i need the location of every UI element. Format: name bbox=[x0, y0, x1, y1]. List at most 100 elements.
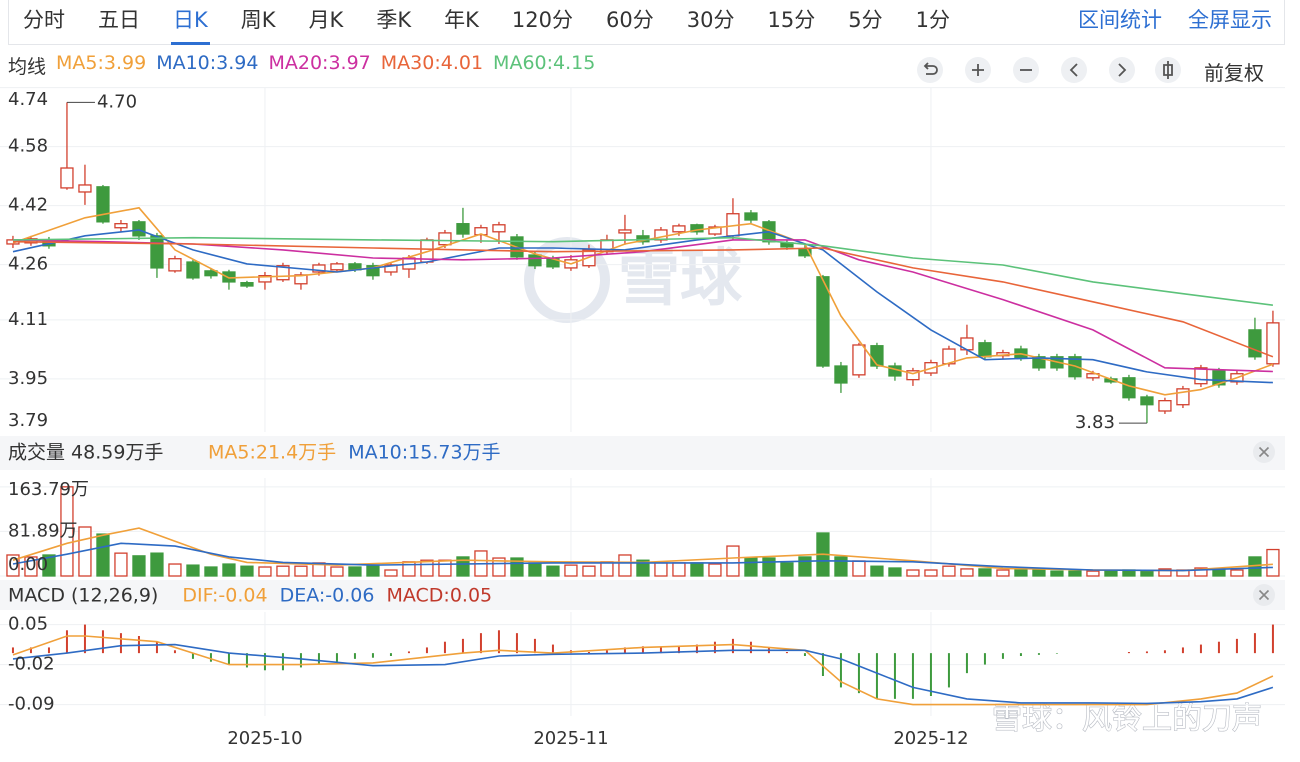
candle-body bbox=[1266, 322, 1280, 365]
y-tick-label: 81.89万 bbox=[8, 520, 78, 541]
candle-body bbox=[330, 263, 344, 271]
y-tick-label: 4.11 bbox=[8, 309, 48, 330]
candle-body bbox=[492, 224, 506, 233]
x-tick-label: 2025-12 bbox=[893, 728, 968, 749]
volume-title: 成交量 48.59万手 bbox=[8, 442, 163, 464]
volume-bar bbox=[762, 557, 776, 577]
period-tab[interactable]: 1分 bbox=[915, 7, 950, 32]
period-tab[interactable]: 5分 bbox=[848, 7, 883, 32]
candle-body bbox=[96, 186, 110, 223]
volume-bar bbox=[330, 566, 344, 577]
volume-bar bbox=[528, 562, 542, 577]
macd-legend: DIF:-0.04 bbox=[182, 585, 267, 607]
volume-bar bbox=[456, 556, 470, 577]
left-button[interactable] bbox=[1061, 57, 1087, 83]
period-tab[interactable]: 季K bbox=[376, 7, 412, 32]
candle-body bbox=[78, 184, 92, 193]
candle-body bbox=[1248, 329, 1262, 358]
period-tab[interactable]: 日K bbox=[171, 0, 210, 45]
volume-bar bbox=[240, 565, 254, 577]
right-button[interactable] bbox=[1109, 57, 1135, 83]
candle-body bbox=[240, 282, 254, 287]
series-line bbox=[12, 236, 1274, 306]
volume-bar bbox=[438, 559, 452, 577]
candle-body bbox=[870, 345, 884, 367]
legend-label: 均线 bbox=[8, 56, 47, 78]
undo-button[interactable] bbox=[917, 57, 943, 83]
volume-bar bbox=[600, 561, 614, 577]
action-link[interactable]: 区间统计 bbox=[1078, 8, 1162, 32]
y-tick-label: 4.42 bbox=[8, 195, 48, 216]
series-line bbox=[12, 229, 1273, 384]
candle-body bbox=[1158, 400, 1172, 412]
volume-bar bbox=[582, 565, 596, 577]
candle-body bbox=[438, 232, 452, 246]
y-tick-label: 4.74 bbox=[8, 89, 48, 110]
x-tick-label: 2025-10 bbox=[227, 728, 302, 749]
period-tab[interactable]: 30分 bbox=[686, 7, 735, 32]
period-tab[interactable]: 15分 bbox=[767, 7, 816, 32]
y-tick-label: 163.79万 bbox=[8, 479, 89, 500]
volume-bar bbox=[1050, 570, 1064, 577]
candle-glyph bbox=[1163, 61, 1173, 79]
volume-bar bbox=[672, 562, 686, 577]
period-tab[interactable]: 年K bbox=[444, 7, 479, 32]
volume-bar bbox=[906, 569, 920, 577]
ma-legend: 均线 MA5:3.99 MA10:3.94 MA20:3.97 MA30:4.01 MA6… bbox=[8, 52, 595, 79]
volume-bar bbox=[1086, 570, 1100, 577]
candle-body bbox=[708, 226, 722, 235]
period-tab[interactable]: 120分 bbox=[511, 7, 573, 32]
series-line bbox=[12, 542, 1273, 572]
volume-bar bbox=[888, 567, 902, 577]
macd-title: MACD (12,26,9) bbox=[8, 585, 158, 607]
annotation-label: 3.83 bbox=[1075, 412, 1115, 433]
volume-bar bbox=[1068, 570, 1082, 577]
volume-bar bbox=[978, 568, 992, 577]
volume-bar bbox=[114, 552, 128, 577]
volume-bar bbox=[186, 564, 200, 577]
adjust-button[interactable]: 前复权 bbox=[1204, 61, 1264, 85]
candle-body bbox=[672, 225, 686, 233]
volume-bar bbox=[726, 545, 740, 577]
volume-bar bbox=[618, 554, 632, 577]
period-tab[interactable]: 五日 bbox=[98, 7, 140, 32]
actions: 区间统计 全屏显示 bbox=[1078, 0, 1272, 40]
volume-bar bbox=[168, 563, 182, 577]
volume-bar bbox=[294, 565, 308, 577]
action-link[interactable]: 全屏显示 bbox=[1188, 8, 1272, 32]
period-tab[interactable]: 分时 bbox=[23, 7, 65, 32]
series-line bbox=[12, 206, 1274, 396]
candle-body bbox=[366, 265, 380, 277]
candle-body bbox=[60, 167, 74, 189]
candle-body bbox=[312, 264, 326, 273]
volume-legend: MA10:15.73万手 bbox=[348, 442, 500, 464]
macd-legend: MACD:0.05 bbox=[386, 585, 492, 607]
candle-body bbox=[1212, 370, 1226, 386]
candle-body bbox=[114, 223, 128, 229]
candle-body bbox=[1194, 367, 1208, 385]
volume-bar bbox=[690, 562, 704, 577]
volume-bar bbox=[654, 562, 668, 577]
toolbar-icons bbox=[917, 57, 1181, 83]
panel bbox=[0, 612, 1285, 716]
series-line bbox=[12, 527, 1273, 572]
panel: 4.70 3.83 bbox=[0, 87, 1285, 433]
volume-bar bbox=[996, 569, 1010, 577]
period-tab[interactable]: 月K bbox=[308, 7, 344, 32]
volume-bar bbox=[1230, 569, 1244, 577]
volume-bar bbox=[1266, 548, 1280, 577]
volume-bar bbox=[852, 560, 866, 577]
legend-entry: MA20:3.97 bbox=[268, 52, 371, 74]
volume-bar bbox=[744, 557, 758, 577]
volume-bar bbox=[1194, 567, 1208, 577]
annotation-label: 4.70 bbox=[97, 91, 137, 112]
candle-body bbox=[186, 261, 200, 279]
macd-legend: DEA:-0.06 bbox=[280, 585, 375, 607]
candle-body bbox=[690, 224, 704, 233]
close-glyph bbox=[1258, 446, 1270, 458]
period-tab[interactable]: 周K bbox=[240, 7, 276, 32]
close-glyph bbox=[1258, 589, 1270, 601]
period-tab[interactable]: 60分 bbox=[606, 7, 654, 32]
volume-bar bbox=[366, 565, 380, 577]
